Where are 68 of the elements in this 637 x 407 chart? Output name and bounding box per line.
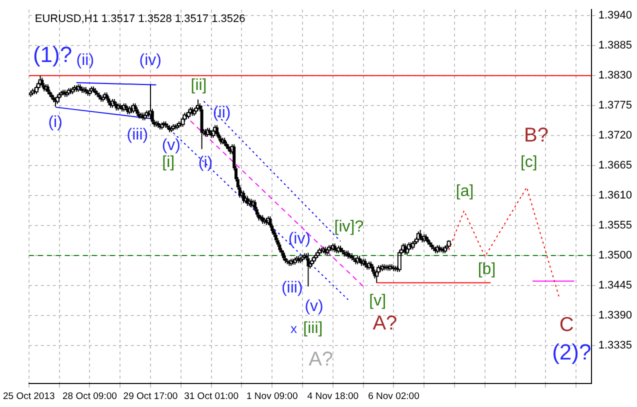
candlestick	[223, 137, 226, 146]
candlestick	[52, 94, 56, 103]
candlestick	[278, 242, 282, 253]
annotation: x	[290, 320, 298, 336]
candlestick	[282, 250, 286, 261]
candlestick	[225, 141, 228, 150]
candlestick	[136, 106, 139, 116]
candlestick	[339, 245, 342, 253]
y-tick-label: 1.3500	[598, 250, 632, 262]
annotation: (iv)	[139, 52, 162, 70]
annotation: (iii)	[126, 126, 148, 144]
annotation: [iv]?	[334, 218, 364, 236]
candlestick	[274, 232, 278, 243]
annotation: (ii)	[76, 52, 94, 70]
candlestick	[94, 88, 97, 96]
annotation: (iv)	[288, 230, 311, 248]
candlestick	[424, 234, 428, 242]
annotation: (1)?	[32, 42, 72, 68]
candlestick	[50, 92, 54, 100]
annotation: B?	[524, 124, 548, 147]
annotation: [a]	[456, 183, 474, 200]
annotation: [iii]	[303, 320, 323, 338]
annotation: (i)	[198, 154, 213, 172]
x-tick-label: 6 Nov 02:00	[368, 390, 420, 402]
candlestick	[166, 123, 170, 130]
y-tick-label: 1.3555	[598, 220, 632, 232]
x-tick-label: 29 Oct 17:00	[123, 390, 178, 402]
candlestick	[430, 242, 434, 250]
candlestick	[226, 144, 230, 152]
y-tick-label: 1.3390	[598, 309, 632, 322]
annotation: C	[559, 314, 574, 336]
candlestick	[208, 127, 211, 136]
candlestick	[112, 98, 116, 107]
annotation: [c]	[520, 154, 538, 171]
candlestick	[432, 244, 436, 252]
y-tick-label: 1.3775	[598, 100, 632, 112]
annotation: A?	[308, 348, 334, 371]
x-tick-label: 28 Oct 09:00	[62, 390, 117, 402]
candlestick	[107, 96, 110, 106]
annotation: A?	[372, 312, 398, 334]
y-tick-label: 1.3665	[598, 160, 632, 172]
annotation: (iii)	[281, 279, 303, 296]
candlestick	[98, 92, 101, 100]
x-tick-label: 25 Oct 2013	[2, 390, 55, 402]
chart-title: EURUSD,H1 1.3517 1.3528 1.3517 1.3526	[34, 13, 246, 26]
x-tick-label: 1 Nov 09:00	[246, 390, 298, 402]
candlestick	[446, 240, 451, 247]
annotation: [v]	[369, 292, 386, 310]
x-tick-label: 31 Oct 01:00	[184, 390, 239, 402]
y-tick-label: 1.3940	[598, 10, 632, 22]
y-tick-label: 1.3610	[598, 190, 632, 202]
candlestick	[40, 77, 44, 88]
y-tick-label: 1.3830	[598, 70, 632, 82]
annotation: (ii)	[212, 104, 231, 122]
annotation: [i]	[162, 154, 175, 171]
annotation: (i)	[48, 114, 62, 131]
annotation: (v)	[162, 136, 181, 154]
candlestick	[426, 236, 430, 246]
candlestick	[340, 247, 344, 255]
annotation: [b]	[478, 260, 496, 278]
y-tick-label: 1.3885	[598, 40, 632, 52]
y-tick-label: 1.3445	[598, 279, 632, 292]
y-tick-label: 1.3335	[598, 339, 632, 352]
x-tick-label: 4 Nov 18:00	[307, 390, 359, 402]
annotation: [ii]	[190, 76, 207, 94]
annotation: (2)?	[552, 339, 592, 364]
y-tick-label: 1.3720	[598, 130, 632, 142]
annotation: (v)	[304, 298, 324, 315]
